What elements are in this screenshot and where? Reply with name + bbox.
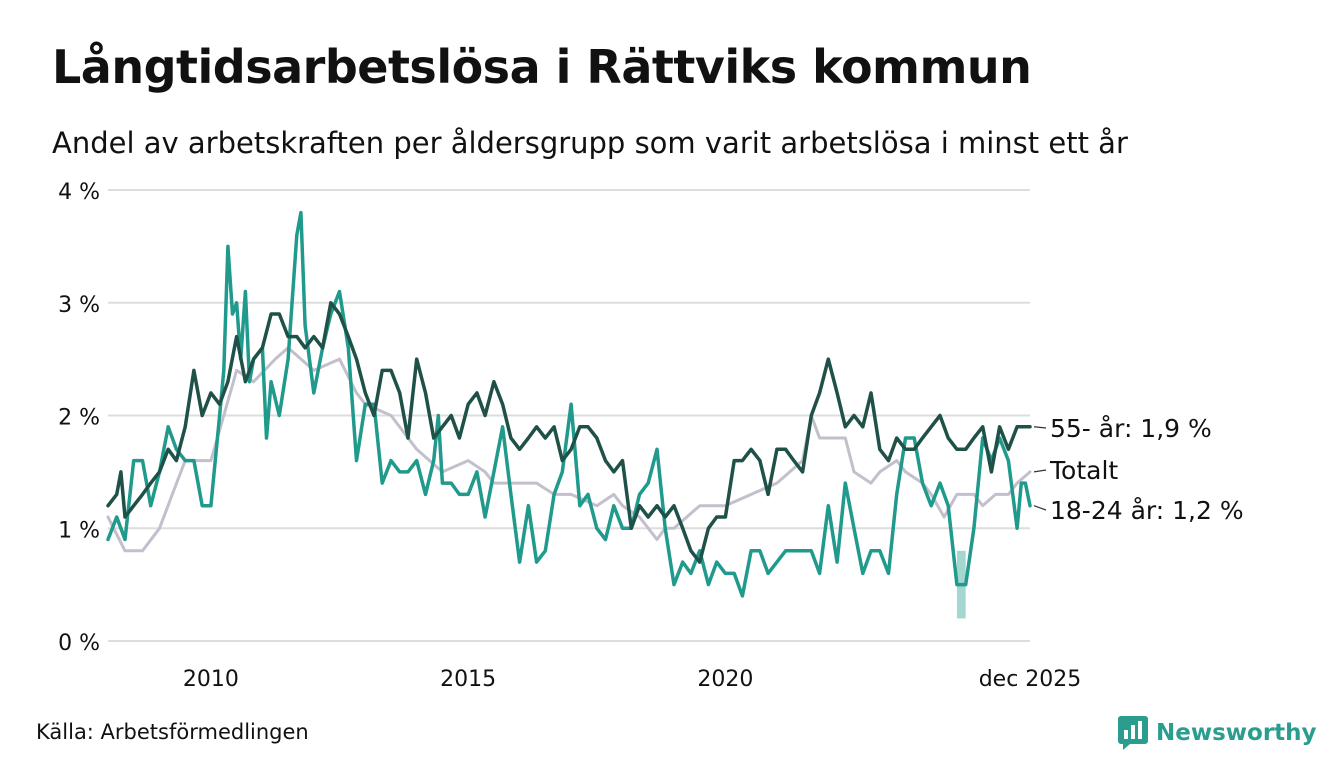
- series-lines: [106, 210, 1032, 598]
- end-label-leader: [1033, 505, 1047, 511]
- newsworthy-logo-icon: [1118, 716, 1148, 750]
- x-tick-label: 2010: [183, 667, 239, 692]
- x-tick-label: dec 2025: [979, 667, 1082, 692]
- y-tick-label: 4 %: [58, 180, 100, 205]
- series-line-s1824: [106, 210, 1032, 598]
- end-label-leader: [1033, 426, 1047, 429]
- y-tick-label: 1 %: [58, 518, 100, 543]
- chart-subtitle: Andel av arbetskraften per åldersgrupp s…: [52, 126, 1128, 160]
- series-line-s55: [106, 301, 1032, 564]
- source-note: Källa: Arbetsförmedlingen: [36, 720, 309, 744]
- y-tick-label: 0 %: [58, 631, 100, 656]
- x-tick-label: 2015: [440, 667, 496, 692]
- brand-name: Newsworthy: [1156, 720, 1317, 746]
- y-tick-label: 3 %: [58, 293, 100, 318]
- series-end-label-s55: 55- år: 1,9 %: [1050, 414, 1212, 443]
- page-title: Långtidsarbetslösa i Rättviks kommun: [52, 40, 1032, 94]
- series-line-total: [106, 346, 1032, 553]
- x-axis-ticks: 2010 2015 2020 dec 2025: [183, 667, 1081, 692]
- y-axis-ticks: 0 % 1 % 2 % 3 % 4 %: [58, 180, 100, 656]
- series-end-label-s1824: 18-24 år: 1,2 %: [1050, 496, 1244, 525]
- x-tick-label: 2020: [697, 667, 753, 692]
- series-end-label-total: Totalt: [1049, 456, 1118, 485]
- end-label-leader: [1033, 469, 1047, 473]
- y-tick-label: 2 %: [58, 406, 100, 431]
- brand-logo: Newsworthy: [1118, 715, 1317, 751]
- series-end-labels: Totalt 18-24 år: 1,2 % 55- år: 1,9 %: [1033, 414, 1244, 525]
